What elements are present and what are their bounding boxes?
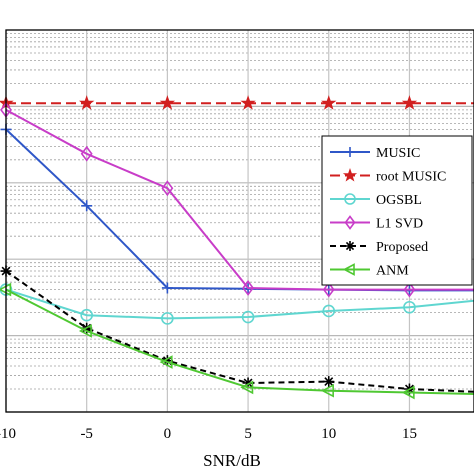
triangle-left-marker: [240, 380, 254, 395]
star-marker: [401, 95, 418, 110]
legend: MUSIC root MUSIC OGSBL L1 SVD Proposed ANM: [321, 135, 473, 286]
legend-box: [321, 135, 473, 286]
triangle-left-marker: [78, 324, 92, 338]
legend-item: Proposed: [330, 240, 428, 255]
circle-marker: [403, 300, 416, 314]
triangle-left-marker: [0, 282, 12, 297]
legend-label: ANM: [376, 264, 409, 279]
x-tick-label: 5: [244, 426, 252, 442]
diamond-marker: [80, 145, 93, 162]
plus-marker: [161, 282, 173, 294]
circle-marker: [322, 304, 336, 318]
legend-label: MUSIC: [376, 146, 420, 161]
circle-marker: [344, 193, 356, 205]
x-tick-label: 10: [321, 426, 336, 442]
series-line: [5, 109, 474, 291]
x-tick-label: 15: [402, 426, 417, 442]
series-anm: [0, 282, 474, 400]
diamond-marker: [161, 180, 174, 197]
legend-label: Proposed: [376, 240, 428, 255]
circle-marker: [80, 308, 93, 322]
star-marker: [342, 168, 358, 182]
x-tick-labels: -10 -5 0 5 10 15: [0, 426, 417, 442]
series-line: [5, 288, 474, 320]
legend-item: ANM: [330, 263, 409, 279]
triangle-left-marker: [401, 385, 415, 400]
diamond-marker: [403, 281, 416, 298]
legend-item: L1 SVD: [330, 215, 423, 232]
star-marker: [78, 95, 95, 110]
circle-marker: [161, 312, 174, 325]
diamond-marker: [344, 215, 356, 230]
x-tick-label: -5: [80, 426, 93, 442]
x-tick-label: 0: [164, 426, 172, 442]
series-line: [5, 288, 474, 396]
asterisk-marker: [161, 355, 173, 367]
diamond-marker: [322, 281, 335, 298]
asterisk-marker: [242, 377, 254, 389]
triangle-left-marker: [320, 383, 334, 398]
diamond-marker: [242, 280, 255, 296]
legend-item: root MUSIC: [330, 168, 446, 185]
triangle-left-marker: [342, 263, 355, 276]
star-marker: [321, 95, 337, 110]
x-tick-label: -10: [0, 426, 16, 442]
circle-marker: [241, 310, 255, 324]
legend-label: root MUSIC: [376, 170, 446, 185]
triangle-left-marker: [159, 355, 173, 369]
plus-marker: [345, 147, 355, 157]
asterisk-marker: [345, 241, 355, 251]
legend-item: OGSBL: [330, 193, 422, 208]
legend-item: MUSIC: [330, 146, 420, 161]
legend-label: L1 SVD: [376, 217, 423, 232]
series-ogsbl: [0, 283, 474, 325]
star-marker: [159, 95, 176, 110]
star-marker: [240, 95, 256, 110]
asterisk-marker: [323, 376, 335, 388]
x-axis-label: SNR/dB: [203, 451, 261, 470]
plot-frame: [5, 29, 474, 413]
legend-label: OGSBL: [376, 193, 422, 208]
plus-marker: [81, 200, 93, 212]
